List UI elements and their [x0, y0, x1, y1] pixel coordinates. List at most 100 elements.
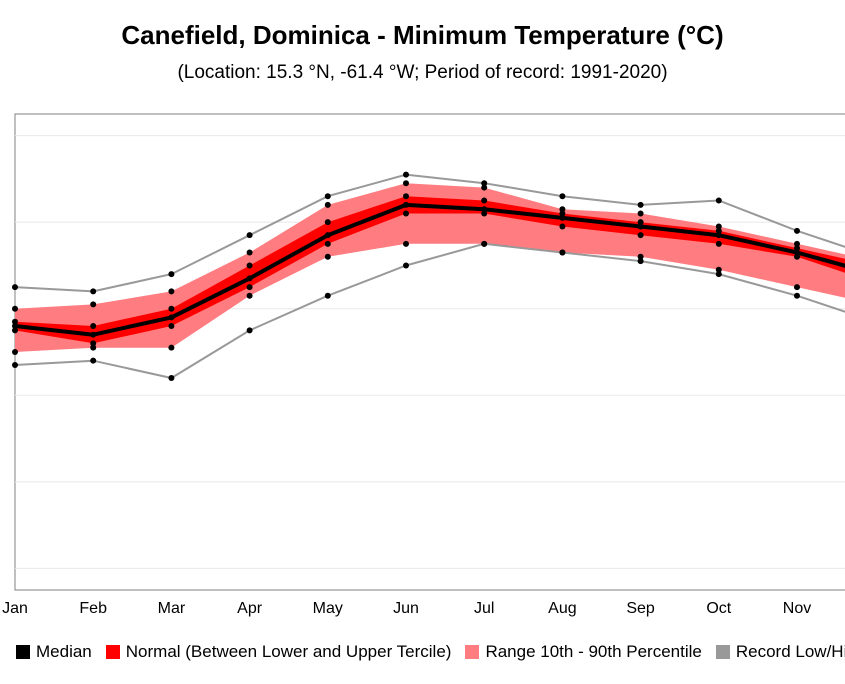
median-point: [90, 331, 97, 338]
record-high-point: [90, 288, 97, 295]
median-line: [14, 202, 845, 337]
x-tick-label: Jun: [393, 600, 419, 617]
legend-label-normal: Normal (Between Lower and Upper Tercile): [125, 642, 452, 661]
range-lower-point: [90, 344, 97, 351]
range-upper-point: [90, 301, 97, 308]
median-point: [324, 232, 331, 239]
range-upper-point: [481, 184, 488, 191]
record-low-point: [794, 292, 800, 299]
normal-upper-point: [403, 193, 409, 200]
range-upper-point: [403, 180, 409, 187]
normal-band: [15, 196, 845, 344]
legend-item-range: Range 10th - 90th Percentile: [465, 642, 702, 662]
record-low-point: [246, 327, 253, 334]
normal-upper-point: [324, 219, 331, 226]
record-high-point: [12, 284, 18, 291]
median-point: [559, 214, 566, 221]
legend: Median Normal (Between Lower and Upper T…: [16, 640, 845, 664]
normal-lower-point: [12, 327, 18, 334]
normal-lower-point: [559, 223, 566, 230]
record-low-point: [403, 262, 409, 269]
x-tick-label: Feb: [79, 600, 107, 617]
record-high-point: [559, 193, 566, 200]
record-high-point: [637, 201, 644, 208]
range-lower-point: [481, 240, 488, 247]
median-point: [481, 206, 488, 213]
range-lower-point: [246, 292, 253, 299]
normal-upper-point: [168, 305, 175, 312]
record-low-point: [12, 361, 18, 368]
range-lower-point: [168, 344, 175, 351]
record-low-point: [324, 292, 331, 299]
record-low-point: [168, 374, 175, 381]
legend-swatch-median: [16, 645, 30, 659]
normal-lower-point: [324, 240, 331, 247]
range-lower-point: [559, 249, 566, 256]
x-tick-label: May: [313, 600, 343, 617]
record-low-point: [90, 357, 97, 364]
range-upper-point: [246, 249, 253, 256]
range-upper-point: [12, 305, 18, 312]
chart-title: Canefield, Dominica - Minimum Temperatur…: [121, 20, 724, 50]
normal-lower-point: [246, 284, 253, 291]
range-lower-point: [637, 253, 644, 260]
legend-swatch-range: [465, 645, 480, 659]
normal-lower-point: [794, 253, 800, 260]
record-high-point: [168, 271, 175, 278]
normal-lower-point: [715, 240, 722, 247]
x-tick-label: Jan: [2, 600, 28, 617]
record-high-point: [246, 232, 253, 239]
normal-upper-point: [794, 245, 800, 252]
record-low-point: [637, 258, 644, 265]
range-upper-point: [559, 206, 566, 213]
median-point: [637, 223, 644, 230]
normal-upper-point: [637, 219, 644, 226]
range-upper-point: [168, 288, 175, 295]
series-layer: [12, 171, 845, 381]
record-high-point: [715, 197, 722, 204]
record-low-line: [14, 242, 845, 380]
record-high-point: [481, 180, 488, 187]
median-point: [246, 275, 253, 282]
legend-swatch-record: [715, 645, 730, 659]
record-high-line: [14, 173, 845, 293]
range-lower-point: [324, 253, 331, 260]
normal-upper-point: [90, 323, 97, 330]
legend-label-record: Record Low/High: [735, 642, 845, 661]
normal-lower-point: [90, 340, 97, 347]
median-point: [12, 323, 18, 330]
range-lower-point: [715, 266, 722, 273]
range-upper-point: [324, 201, 331, 208]
legend-item-normal: Normal (Between Lower and Upper Tercile): [105, 642, 452, 662]
median-point: [715, 232, 722, 239]
range-lower-point: [12, 349, 18, 355]
legend-item-record: Record Low/High: [715, 642, 845, 662]
normal-lower-point: [481, 210, 488, 217]
median-point: [403, 201, 409, 208]
x-axis-ticks: JanFebMarAprMayJunJulAugSepOctNovDec: [2, 600, 811, 617]
median-point: [794, 249, 800, 256]
normal-upper-point: [12, 318, 18, 325]
chart-subtitle: (Location: 15.3 °N, -61.4 °W; Period of …: [177, 62, 668, 83]
median-point: [168, 314, 175, 321]
legend-item-median: Median: [16, 642, 92, 662]
record-high-point: [794, 227, 800, 234]
x-tick-label: Oct: [706, 600, 731, 617]
x-tick-label: Mar: [158, 600, 186, 617]
range-lower-point: [794, 284, 800, 291]
normal-upper-point: [246, 262, 253, 269]
range-upper-point: [637, 210, 644, 217]
normal-lower-point: [403, 210, 409, 217]
x-tick-label: Apr: [237, 600, 263, 617]
normal-upper-point: [559, 210, 566, 217]
range-upper-point: [715, 223, 722, 230]
normal-upper-point: [481, 197, 488, 204]
x-tick-label: Aug: [548, 600, 576, 617]
normal-lower-point: [637, 232, 644, 239]
record-high-point: [324, 193, 331, 200]
normal-lower-point: [168, 323, 175, 330]
normal-upper-point: [715, 227, 722, 234]
x-tick-label: Nov: [783, 600, 811, 617]
record-low-point: [715, 271, 722, 278]
